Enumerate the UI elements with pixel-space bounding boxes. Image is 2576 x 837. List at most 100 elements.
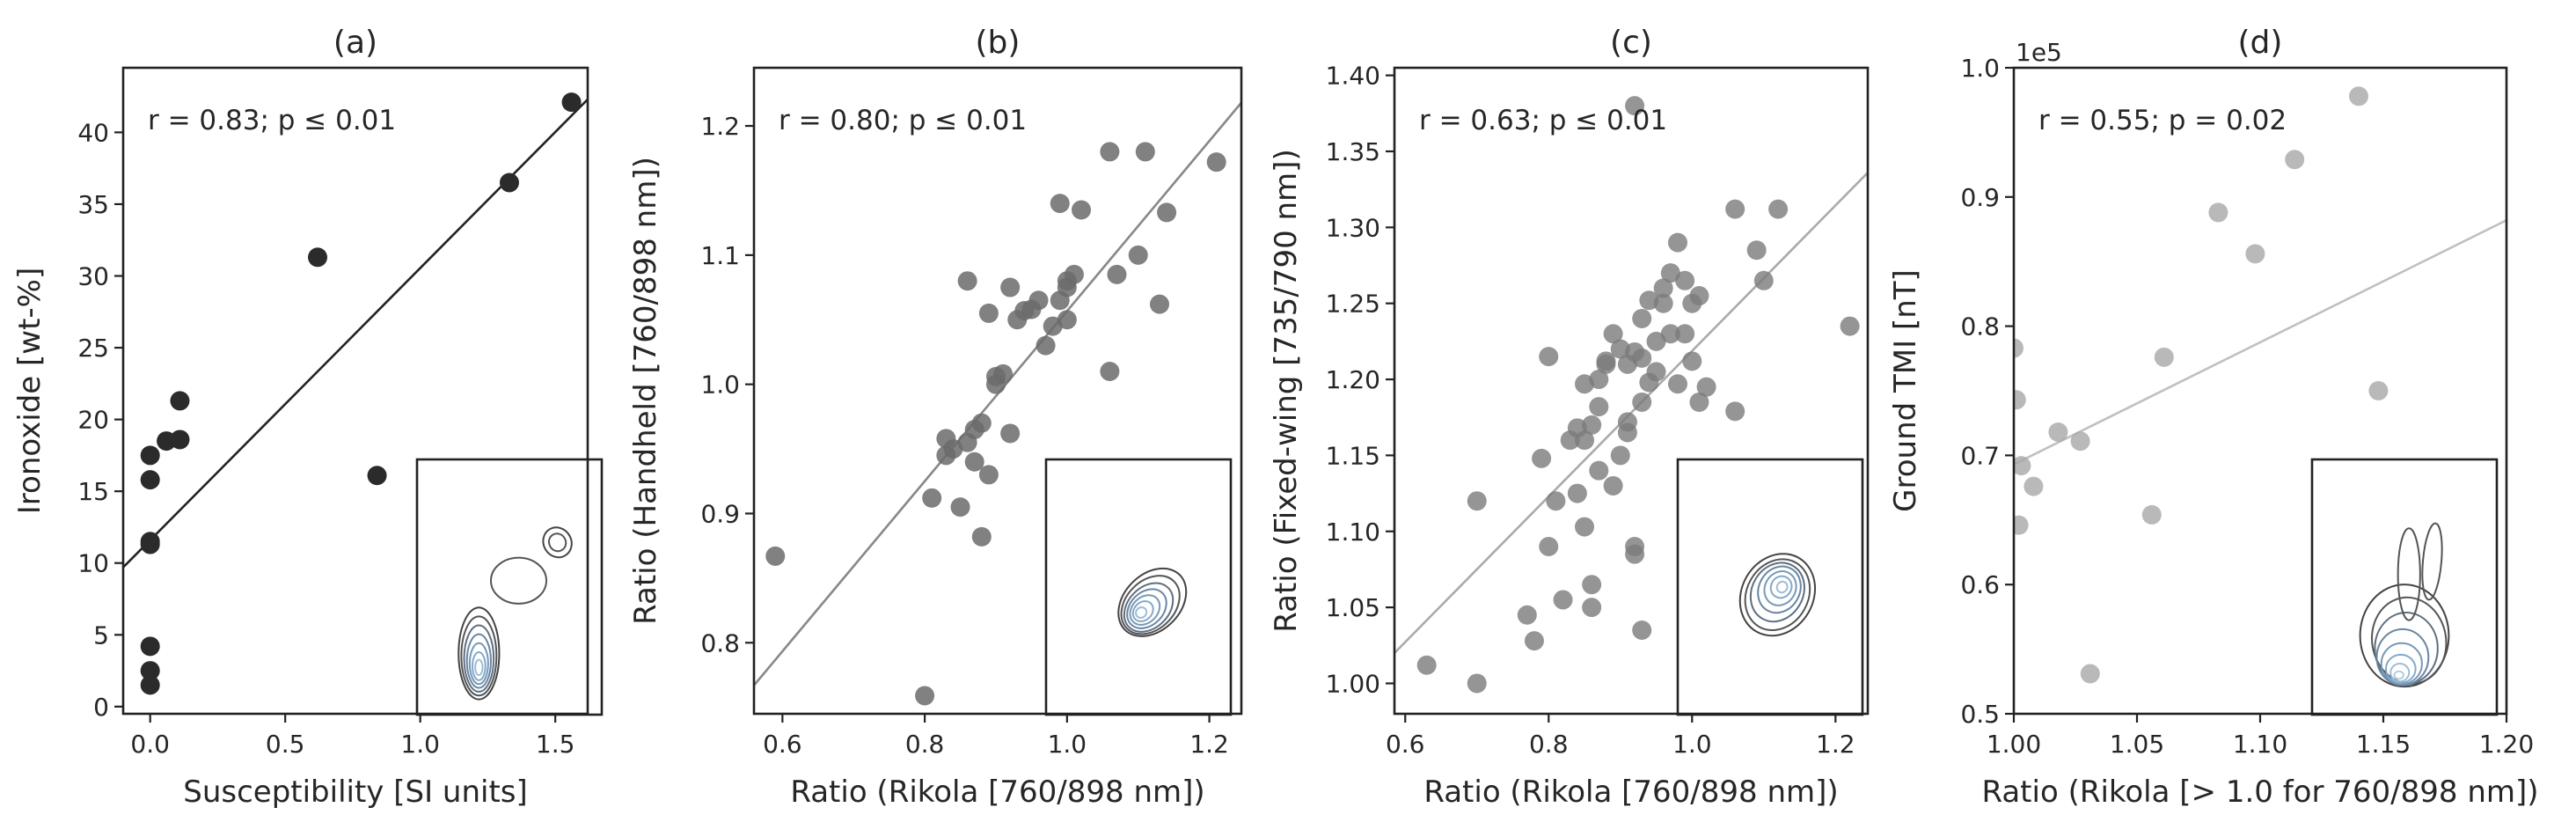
scatter-point — [2154, 347, 2174, 367]
scatter-point — [2349, 86, 2368, 106]
x-tick-label: 1.2 — [1816, 730, 1855, 759]
kde-inset — [1044, 458, 1233, 716]
scatter-point — [140, 636, 160, 657]
scatter-point — [1840, 316, 1860, 336]
kde-contour — [474, 658, 484, 677]
y-tick-label: 20 — [77, 406, 109, 435]
scatter-point — [1582, 575, 1602, 595]
scatter-point — [1660, 263, 1680, 283]
kde-contour — [2421, 522, 2443, 601]
kde-contour — [2389, 663, 2411, 683]
scatter-point — [499, 173, 519, 193]
scatter-point — [1416, 655, 1437, 675]
panel-title: (d) — [2238, 25, 2283, 61]
x-tick-label: 1.20 — [2479, 730, 2534, 759]
scatter-point — [2245, 244, 2265, 264]
kde-contour — [1749, 562, 1805, 623]
scatter-point — [1632, 308, 1652, 328]
scatter-point — [140, 445, 160, 466]
scatter-point — [1575, 517, 1595, 537]
kde-contour — [1117, 567, 1188, 637]
scatter-point — [1532, 448, 1552, 468]
y-tick-label: 0.9 — [700, 499, 740, 528]
scatter-point — [1539, 537, 1559, 557]
x-axis-label: Ratio (Rikola [760/898 nm]) — [790, 775, 1204, 810]
y-tick-label: 0.9 — [1960, 183, 2000, 212]
scatter-point — [1128, 245, 1148, 265]
x-axis-label: Susceptibility [SI units] — [183, 775, 528, 810]
scatter-point — [1524, 631, 1544, 651]
kde-contour — [2397, 527, 2421, 621]
x-tick-label: 1.0 — [400, 730, 440, 759]
y-tick-label: 1.10 — [1326, 518, 1380, 547]
y-tick-label: 40 — [77, 118, 109, 147]
kde-contour — [1123, 582, 1175, 633]
scatter-point — [1539, 347, 1559, 367]
y-tick-label: 30 — [77, 262, 109, 291]
scatter-point — [1632, 620, 1652, 641]
scatter-point — [1660, 324, 1680, 344]
y-tick-label: 10 — [77, 549, 109, 578]
scatter-point — [1057, 310, 1077, 330]
scatter-point — [140, 661, 160, 681]
x-tick-label: 1.15 — [2356, 730, 2411, 759]
kde-contour — [1775, 580, 1789, 594]
scatter-points — [1416, 96, 1860, 694]
scatter-point — [1682, 351, 1702, 371]
x-tick-label: 1.00 — [1987, 730, 2041, 759]
y-tick-label: 25 — [77, 334, 109, 363]
panel-d: (d) r = 0.55; p = 0.02 1.00 1.05 1.10 1.15 1.2… — [1888, 25, 2539, 810]
scatter-point — [1553, 590, 1573, 610]
scatter-point — [1667, 374, 1687, 394]
y-tick-label: 1.15 — [1326, 441, 1380, 470]
x-tick-label: 1.05 — [2110, 730, 2164, 759]
scatter-point — [1725, 401, 1745, 422]
scatter-point — [1517, 605, 1537, 625]
kde-contour — [1126, 588, 1167, 629]
x-axis-label: Ratio (Rikola [> 1.0 for 760/898 nm]) — [1981, 775, 2538, 810]
scatter-point — [1582, 598, 1602, 618]
scatter-point — [140, 470, 160, 490]
scatter-point — [1582, 415, 1602, 435]
scatter-point — [1617, 422, 1637, 443]
scatter-point — [140, 532, 160, 552]
x-tick-label: 1.0 — [1672, 730, 1712, 759]
y-tick-label: 0.8 — [700, 628, 740, 657]
panel-title: (a) — [333, 25, 377, 61]
scatter-point — [1107, 264, 1127, 284]
scatter-point — [1625, 544, 1645, 564]
scatter-point — [971, 413, 992, 433]
y-tick-label: 1.20 — [1326, 365, 1380, 394]
scatter-point — [964, 452, 984, 472]
kde-contour — [457, 606, 501, 701]
x-tick-label: 0.6 — [1386, 730, 1425, 759]
kde-contour — [2385, 653, 2417, 684]
correlation-annotation: r = 0.80; p ≤ 0.01 — [779, 105, 1027, 136]
x-tick-label: 0.8 — [905, 730, 945, 759]
kde-contour — [1757, 565, 1802, 614]
scatter-point — [1696, 377, 1716, 397]
scatter-points — [140, 92, 582, 695]
y-axis-label: Ground TMI [nT] — [1888, 269, 1923, 512]
kde-contour — [1738, 553, 1817, 637]
scatter-point — [1206, 152, 1226, 173]
scatter-point — [1157, 202, 1177, 223]
scatter-point — [1589, 370, 1609, 390]
x-tick-label: 0.5 — [266, 730, 305, 759]
kde-contour — [547, 532, 567, 553]
scatter-point — [170, 430, 190, 450]
kde-contour — [1129, 594, 1161, 626]
kde-contour — [468, 642, 489, 686]
inset-frame — [2310, 458, 2499, 716]
scatter-point — [308, 247, 328, 268]
y-tick-label: 15 — [77, 477, 109, 506]
scatter-point — [1050, 194, 1070, 214]
y-tick-label: 1.0 — [700, 371, 740, 400]
scatter-point — [915, 686, 935, 706]
scatter-point — [367, 466, 387, 486]
scatter-point — [1667, 232, 1687, 253]
kde-contour — [465, 633, 492, 689]
y-tick-label: 1.05 — [1326, 593, 1380, 622]
scatter-point — [2014, 390, 2026, 410]
